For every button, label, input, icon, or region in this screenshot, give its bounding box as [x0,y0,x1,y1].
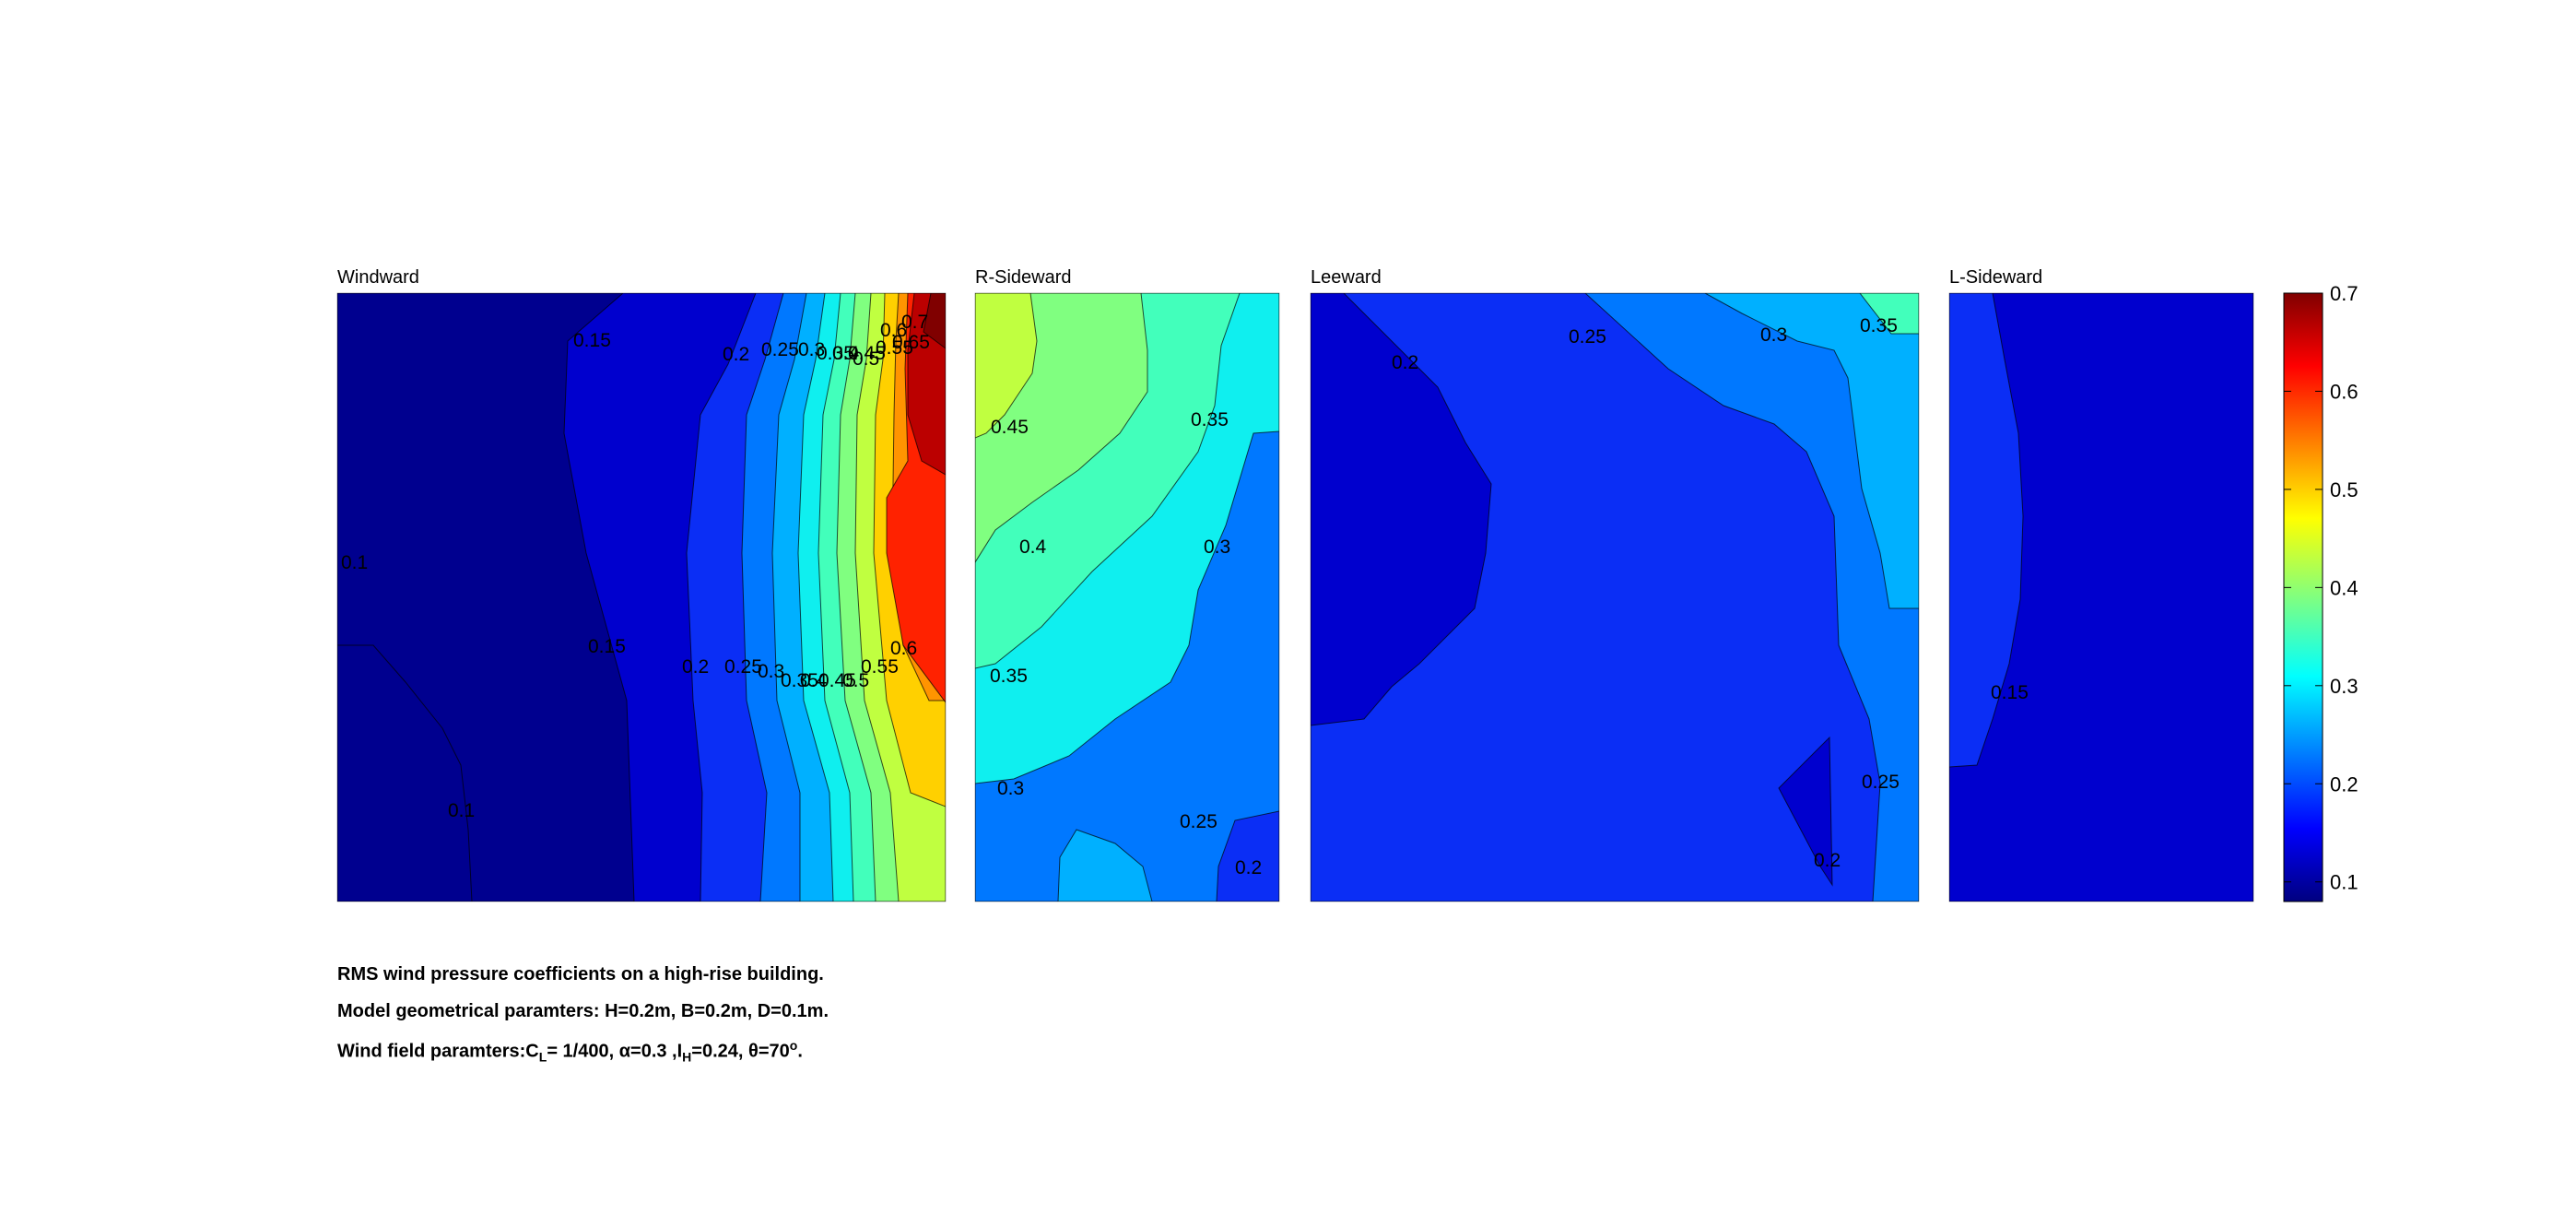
contour-label: 0.65 [892,332,930,353]
band-0.05-corner [337,644,473,902]
colorbar-tick-label: 0.7 [2330,282,2358,305]
contour-label: 0.15 [1991,682,2029,703]
contour-label: 0.1 [448,800,475,821]
contour-label: 0.5 [842,670,869,691]
contour-label: 0.45 [848,343,886,364]
contour-label: 0.25 [724,656,762,678]
contour-label: 0.7 [901,312,928,333]
contour-label: 0.45 [991,417,1029,438]
contour-label: 0.2 [723,344,749,365]
panel-r-sideward: 0.45 0.4 0.35 0.35 0.3 0.3 0.25 0.2 [974,292,1280,902]
contour-label: 0.25 [1180,811,1217,832]
contour-label: 0.3 [997,778,1024,799]
panel-title-l-sideward: L-Sideward [1949,267,2042,288]
contour-label: 0.25 [1862,772,1900,793]
contour-label: 0.2 [682,656,709,678]
panel-l-sideward: 0.15 [1948,292,2254,902]
contour-label: 0.3 [758,661,784,682]
contour-label: 0.35 [817,343,854,364]
contour-label: 0.35 [1860,315,1898,336]
colorbar-tick-label: 0.1 [2330,871,2358,894]
contour-label: 0.3 [1760,324,1787,346]
contour-label: 0.1 [341,552,368,573]
caption-line-3: Wind field paramters:CL= 1/400, α=0.3 ,I… [337,1038,803,1065]
panel-title-leeward: Leeward [1311,267,1382,288]
panel-leeward: 0.2 0.25 0.3 0.35 0.25 0.2 [1310,292,1920,902]
contour-label: 0.6 [880,320,907,341]
colorbar-tick-label: 0.6 [2330,380,2358,403]
colorbar-tick-label: 0.2 [2330,772,2358,796]
colorbar: 0.1 0.2 0.3 0.4 0.5 0.6 0.7 [2283,282,2358,902]
colorbar-tick-label: 0.5 [2330,478,2358,501]
contour-label: 0.15 [588,636,626,657]
contour-label: 0.2 [1235,857,1262,878]
band-0.75 [923,293,946,349]
contour-label: 0.6 [890,638,917,659]
contour-label: 0.15 [573,330,611,351]
contour-label: 0.35 [1191,409,1229,430]
contour-label: 0.5 [853,348,879,370]
contour-label: 0.4 [800,670,828,691]
contour-label: 0.3 [798,339,825,360]
contour-label: 0.3 [1204,536,1230,558]
contour-label: 0.45 [818,670,856,691]
colorbar-ticks: 0.1 0.2 0.3 0.4 0.5 0.6 0.7 [2284,282,2358,894]
contour-label: 0.55 [876,337,913,359]
contour-label: 0.35 [990,666,1028,687]
panel-title-windward: Windward [337,267,419,288]
colorbar-gradient [2283,292,2323,902]
contour-label: 0.4 [1019,536,1047,558]
panel-windward: 0.15 0.2 0.25 0.3 0.35 0.4 0.45 0.5 0.55… [336,292,947,902]
colorbar-tick-label: 0.4 [2330,576,2358,599]
caption-line-1: RMS wind pressure coefficients on a high… [337,964,824,984]
panel-title-r-sideward: R-Sideward [975,267,1071,288]
contour-label: 0.35 [781,670,818,691]
contour-label: 0.4 [832,343,860,364]
caption-line-2: Model geometrical paramters: H=0.2m, B=0… [337,1001,829,1021]
contour-label: 0.2 [1392,352,1418,373]
colorbar-tick-label: 0.3 [2330,675,2358,698]
contour-label: 0.2 [1814,850,1841,871]
contour-label: 0.55 [861,656,899,678]
contour-label: 0.25 [761,339,799,360]
contour-label: 0.25 [1569,326,1606,348]
